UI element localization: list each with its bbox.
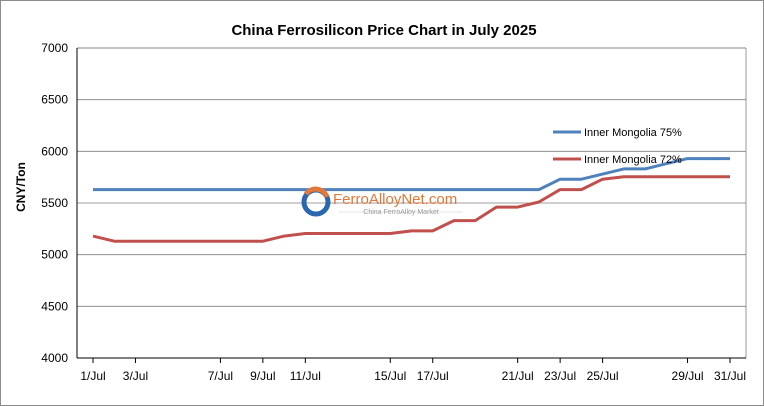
x-tick-label-2: 7/Jul [208, 369, 233, 383]
watermark-brand: FerroAlloyNet.com [333, 191, 457, 208]
axis-layer: 4000 4500 5000 5500 6000 6500 7000 1/Jul 3/Jul 7/… [41, 41, 747, 383]
x-tick-label-10: 29/Jul [672, 369, 704, 383]
watermark-logo-arc [303, 186, 330, 199]
y-tick-label-5500: 5500 [41, 196, 68, 210]
y-tick-label-4000: 4000 [41, 351, 68, 365]
x-tick-label-9: 25/Jul [587, 369, 619, 383]
x-tick-label-5: 15/Jul [374, 369, 406, 383]
chart-title: China Ferrosilicon Price Chart in July 2… [231, 22, 536, 39]
legend-label-1: Inner Mongolia 72% [584, 154, 682, 166]
y-tick-label-6500: 6500 [41, 93, 68, 107]
series-line-0 [93, 157, 730, 192]
series-layer [92, 157, 731, 243]
x-tick-label-8: 23/Jul [544, 369, 576, 383]
legend: Inner Mongolia 75% Inner Mongolia 72% [553, 127, 682, 166]
x-tick-label-1: 3/Jul [123, 369, 148, 383]
watermark: FerroAlloyNet.com China FerroAlloy Marke… [301, 186, 463, 217]
x-tick-label-11: 31/Jul [714, 369, 746, 383]
y-tick-label-7000: 7000 [41, 41, 68, 55]
legend-label-0: Inner Mongolia 75% [584, 127, 682, 139]
x-tick-label-3: 9/Jul [250, 369, 275, 383]
x-tick-label-6: 17/Jul [417, 369, 449, 383]
y-tick-label-4500: 4500 [41, 299, 68, 313]
y-tick-label-5000: 5000 [41, 248, 68, 262]
y-axis-label: CNY/Ton [14, 162, 28, 212]
x-tick-label-7: 21/Jul [502, 369, 534, 383]
x-tick-label-4: 11/Jul [290, 369, 321, 383]
y-tick-label-6000: 6000 [41, 144, 68, 158]
watermark-tagline: China FerroAlloy Market [363, 209, 439, 216]
x-tick-label-0: 1/Jul [80, 369, 105, 383]
